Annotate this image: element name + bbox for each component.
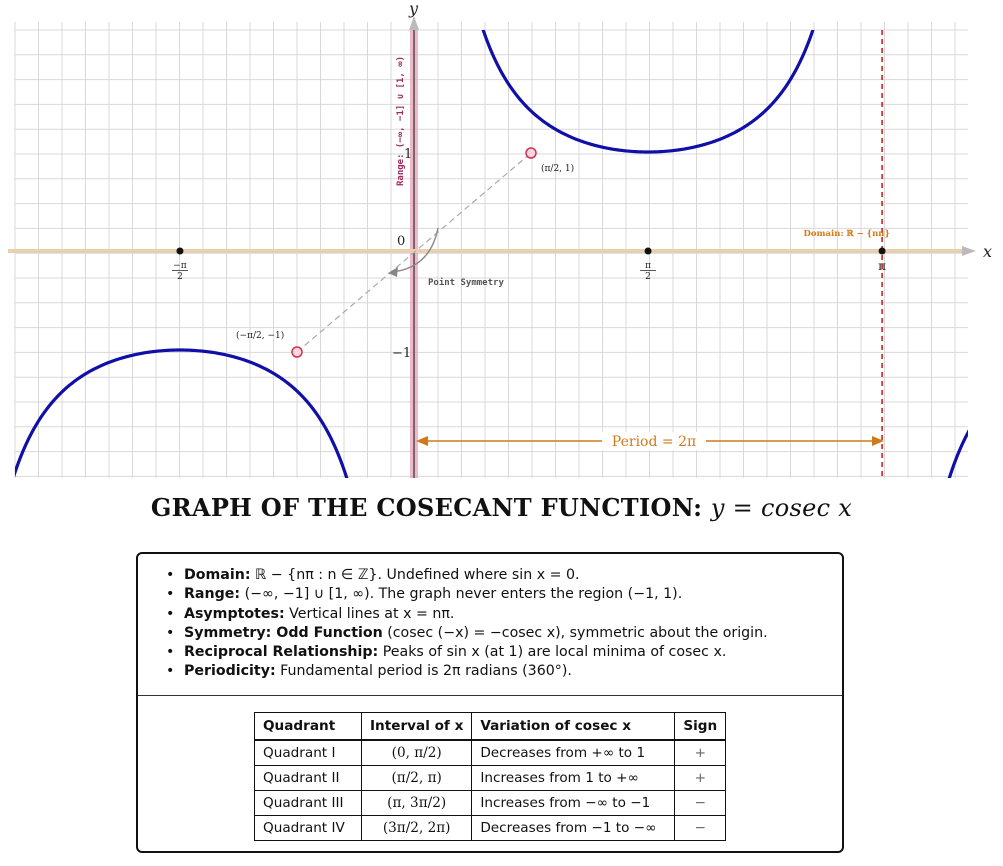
domain-label: Domain: ℝ − {nπ} — [804, 229, 891, 239]
table-row: Quadrant II (π/2, π) Increases from 1 to… — [254, 765, 727, 791]
point-symmetry-label: Point Symmetry — [428, 277, 504, 288]
header-quadrant: Quadrant — [254, 712, 362, 741]
y-axis-label: y — [408, 0, 419, 18]
divider — [138, 695, 842, 696]
asymptotes — [881, 30, 883, 478]
x-tick-numerator: π — [645, 261, 651, 271]
symmetry-dashed-line — [296, 152, 532, 353]
properties-box: • Domain: ℝ − {nπ : n ∈ ℤ}. Undefined whe… — [136, 552, 844, 853]
header-interval: Interval of x — [360, 712, 473, 741]
y-axis-arrow-icon — [409, 16, 419, 30]
symmetry-arc-icon — [391, 227, 439, 273]
origin-label: 0 — [397, 234, 405, 249]
property-item: • Domain: ℝ − {nπ : n ∈ ℤ}. Undefined whe… — [166, 567, 580, 583]
x-tick-labels: -3π2−π−π2π2π3π22π — [171, 259, 886, 282]
property-item: • Range: (−∞, −1] ∪ [1, ∞). The graph nev… — [166, 586, 683, 603]
point-min-label: (−π/2, −1) — [236, 330, 284, 341]
header-sign: Sign — [674, 712, 727, 741]
cosec-branch — [15, 348, 349, 478]
header-variation: Variation of cosec x — [471, 712, 676, 741]
property-item: • Symmetry: Odd Function (cosec (−x) = −c… — [166, 624, 768, 641]
x-tick-marks — [176, 247, 886, 255]
table-row: Quadrant IV (3π/2, 2π) Decreases from −1… — [254, 815, 727, 841]
cosec-branch — [481, 30, 815, 154]
x-tick-dot — [176, 247, 184, 255]
x-axis-label: x — [983, 242, 992, 261]
property-item: • Periodicity: Fundamental period is 2π r… — [166, 663, 572, 680]
property-list: • Domain: ℝ − {nπ : n ∈ ℤ}. Undefined whe… — [166, 566, 768, 682]
curve-branches — [15, 30, 968, 478]
symmetry-arrowhead-icon — [388, 267, 398, 277]
period-arrow-left-icon — [416, 436, 428, 446]
point-min-marker — [291, 346, 303, 358]
y-tick-minus-one: −1 — [392, 346, 411, 361]
property-item: • Asymptotes: Vertical lines at x = nπ. — [166, 605, 455, 622]
x-tick-denominator: 2 — [645, 272, 651, 282]
x-tick-dot — [878, 247, 886, 255]
table-row: Quadrant I (0, π/2) Decreases from +∞ to… — [254, 739, 727, 766]
cosec-branch — [947, 429, 968, 478]
range-label: Range: (−∞, −1] ∪ [1, ∞) — [396, 56, 406, 186]
graph-title-math: y = cosec x — [710, 494, 853, 522]
property-item: • Reciprocal Relationship: Peaks of sin x… — [166, 644, 727, 661]
table-row: Quadrant III (π, 3π/2) Increases from −∞… — [254, 790, 727, 816]
point-max-marker — [525, 147, 537, 159]
graph-title: GRAPH OF THE COSECANT FUNCTION: y = cose… — [0, 493, 1003, 522]
x-tick-denominator: 2 — [177, 272, 183, 282]
quadrant-table: Quadrant Interval of x Variation of cose… — [254, 712, 727, 841]
x-tick-dot — [644, 247, 652, 255]
x-axis-arrow-icon — [962, 246, 976, 256]
cosecant-graph: Period = 2π y x 0 1 −1 Domain: ℝ − {nπ} … — [8, 0, 992, 478]
x-tick-label: π — [878, 259, 886, 273]
table-header-row: Quadrant Interval of x Variation of cose… — [254, 712, 727, 741]
x-tick-numerator: −π — [173, 261, 187, 271]
graph-title-text: GRAPH OF THE COSECANT FUNCTION: — [150, 493, 703, 522]
y-tick-one: 1 — [404, 147, 412, 162]
point-max-label: (π/2, 1) — [541, 163, 574, 174]
period-arrow-right-icon — [872, 436, 884, 446]
period-label: Period = 2π — [612, 434, 696, 450]
